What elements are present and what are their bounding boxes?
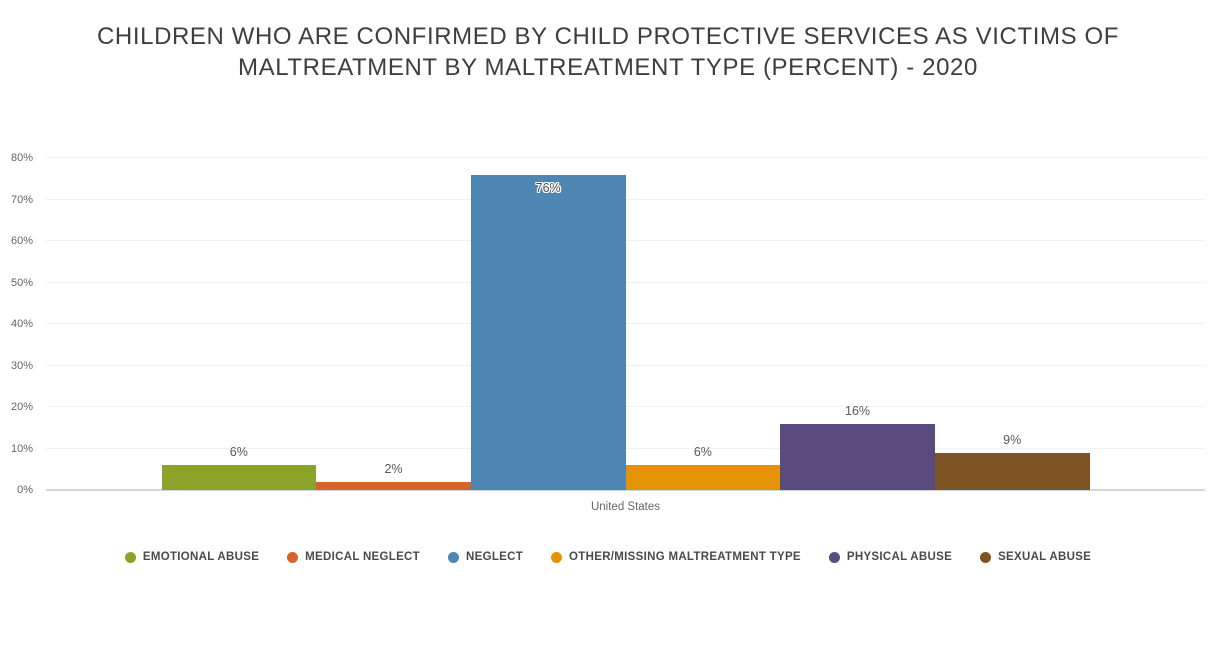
legend-item-physical-abuse[interactable]: PHYSICAL ABUSE (828, 551, 953, 563)
bars-group: 6% 2% 76% 6% 16% 9% (161, 158, 1090, 490)
bar-value-label: 9% (1003, 432, 1022, 447)
legend-item-emotional-abuse[interactable]: EMOTIONAL ABUSE (124, 551, 260, 563)
legend-label: SEXUAL ABUSE (998, 551, 1092, 563)
legend-marker-icon (448, 551, 459, 563)
gridline (46, 157, 1205, 158)
bar-sexual-abuse[interactable]: 9% (934, 433, 1090, 490)
legend-marker-icon (124, 551, 136, 563)
legend-label: MEDICAL NEGLECT (305, 551, 420, 563)
legend: EMOTIONAL ABUSE MEDICAL NEGLECT NEGLECT OTH… (0, 551, 1216, 563)
bar-cell: 6% (625, 158, 781, 490)
y-tick-label: 50% (10, 276, 33, 289)
bar-medical-neglect[interactable]: 2% (316, 462, 471, 490)
legend-label: EMOTIONAL ABUSE (142, 551, 260, 563)
x-category-label: United States (590, 501, 661, 513)
bar-physical-abuse[interactable]: 16% (780, 404, 935, 490)
bar-cell: 9% (934, 158, 1090, 490)
bar-cell: 2% (316, 158, 471, 490)
legend-label: OTHER/MISSING MALTREATMENT TYPE (569, 551, 801, 563)
legend-item-sexual-abuse[interactable]: SEXUAL ABUSE (980, 551, 1091, 563)
y-tick-label: 10% (10, 442, 33, 455)
y-tick-label: 70% (10, 193, 33, 206)
y-tick-label: 60% (10, 235, 33, 247)
bar-cell: 6% (161, 158, 317, 490)
x-axis-line (46, 489, 1205, 491)
bar-value-label: 16% (845, 403, 871, 418)
bar-neglect[interactable]: 76% (470, 174, 626, 490)
bar-value-label: 2% (384, 461, 403, 476)
y-tick-label: 30% (10, 359, 33, 372)
bar-value-label: 6% (229, 445, 248, 460)
legend-item-medical-neglect[interactable]: MEDICAL NEGLECT (287, 551, 420, 563)
plot-area: 6% 2% 76% 6% 16% 9% (46, 157, 1205, 491)
bar-other-missing-maltreatment-type[interactable]: 6% (625, 445, 781, 490)
y-tick-label: 80% (10, 152, 33, 164)
bar-value-label: 6% (693, 445, 712, 460)
y-tick-label: 40% (10, 318, 33, 330)
bar-value-label: 76% (535, 180, 561, 195)
legend-marker-icon (287, 551, 299, 563)
bar-cell: 76% (470, 158, 626, 490)
legend-item-other-missing-maltreatment-type[interactable]: OTHER/MISSING MALTREATMENT TYPE (551, 551, 801, 563)
chart-title: CHILDREN WHO ARE CONFIRMED BY CHILD PROT… (96, 23, 1119, 81)
y-tick-label: 0% (17, 484, 33, 496)
legend-label: NEGLECT (466, 551, 524, 563)
legend-label: PHYSICAL ABUSE (846, 551, 953, 563)
bar-emotional-abuse[interactable]: 6% (161, 445, 317, 490)
legend-item-neglect[interactable]: NEGLECT (448, 551, 523, 563)
legend-marker-icon (980, 551, 992, 563)
y-axis-labels: 0% 10% 20% 30% 40% 50% 60% 70% 80% (0, 152, 33, 496)
y-tick-label: 20% (10, 401, 33, 413)
legend-marker-icon (828, 551, 840, 563)
bar-cell: 16% (780, 158, 935, 490)
legend-marker-icon (551, 551, 563, 563)
